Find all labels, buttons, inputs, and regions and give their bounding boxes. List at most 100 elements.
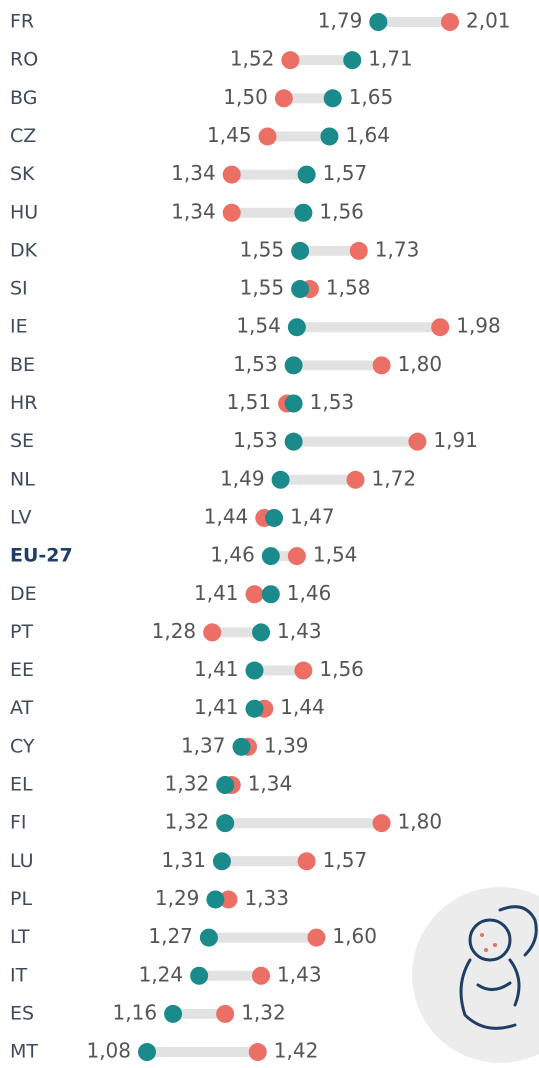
category-label: BG bbox=[10, 87, 37, 109]
dot bbox=[373, 814, 391, 832]
dot bbox=[246, 662, 264, 680]
value-label: 1,47 bbox=[290, 504, 335, 528]
dot bbox=[223, 204, 241, 222]
value-label: 1,53 bbox=[310, 390, 355, 414]
value-label: 1,53 bbox=[233, 352, 278, 376]
value-label: 1,37 bbox=[181, 733, 226, 757]
dot bbox=[320, 127, 338, 145]
dot bbox=[285, 356, 303, 374]
value-label: 1,32 bbox=[165, 772, 210, 796]
dot bbox=[232, 738, 250, 756]
dot bbox=[369, 13, 387, 31]
chart: FR1,792,01RO1,711,52BG1,651,50CZ1,641,45… bbox=[0, 0, 539, 1068]
dot bbox=[272, 471, 290, 489]
value-label: 1,29 bbox=[155, 886, 200, 910]
value-label: 1,32 bbox=[165, 810, 210, 834]
value-label: 1,34 bbox=[171, 199, 216, 223]
value-label: 1,08 bbox=[86, 1039, 131, 1063]
category-label: SK bbox=[10, 163, 35, 185]
dot bbox=[246, 585, 264, 603]
dot bbox=[431, 318, 449, 336]
value-label: 1,49 bbox=[220, 466, 265, 490]
category-label: EE bbox=[10, 659, 34, 681]
dot bbox=[408, 433, 426, 451]
dot bbox=[347, 471, 365, 489]
dot bbox=[223, 166, 241, 184]
value-label: 1,71 bbox=[368, 47, 413, 71]
dot bbox=[324, 89, 342, 107]
value-label: 1,34 bbox=[171, 161, 216, 185]
value-label: 1,46 bbox=[210, 543, 255, 567]
category-label: MT bbox=[10, 1041, 38, 1063]
dot bbox=[298, 166, 316, 184]
category-label: DK bbox=[10, 239, 38, 261]
value-label: 1,41 bbox=[194, 581, 239, 605]
category-label: PT bbox=[10, 621, 33, 643]
value-label: 1,55 bbox=[240, 276, 285, 300]
category-label: BE bbox=[10, 354, 35, 376]
category-label: RO bbox=[10, 49, 38, 71]
dot bbox=[206, 890, 224, 908]
value-label: 1,55 bbox=[240, 237, 285, 261]
value-label: 1,39 bbox=[264, 733, 309, 757]
dot bbox=[190, 967, 208, 985]
value-label: 1,73 bbox=[375, 237, 420, 261]
value-label: 1,32 bbox=[241, 1000, 286, 1024]
dot bbox=[246, 700, 264, 718]
value-label: 1,44 bbox=[280, 695, 325, 719]
value-label: 1,72 bbox=[372, 466, 417, 490]
value-label: 1,91 bbox=[433, 428, 478, 452]
value-label: 1,41 bbox=[194, 657, 239, 681]
value-label: 1,45 bbox=[207, 123, 252, 147]
value-label: 1,80 bbox=[398, 352, 443, 376]
value-label: 1,58 bbox=[326, 276, 371, 300]
category-label: PL bbox=[10, 888, 32, 910]
value-label: 1,28 bbox=[152, 619, 197, 643]
dot bbox=[285, 395, 303, 413]
category-label: HU bbox=[10, 201, 38, 223]
dot bbox=[213, 852, 231, 870]
dot bbox=[216, 776, 234, 794]
dot bbox=[350, 242, 368, 260]
dot bbox=[294, 662, 312, 680]
category-label: SI bbox=[10, 278, 28, 300]
value-label: 2,01 bbox=[466, 9, 511, 33]
dot bbox=[291, 280, 309, 298]
category-label: HR bbox=[10, 392, 38, 414]
value-label: 1,24 bbox=[139, 962, 184, 986]
dot bbox=[343, 51, 361, 69]
category-label: LU bbox=[10, 850, 34, 872]
dot bbox=[294, 204, 312, 222]
dot bbox=[262, 585, 280, 603]
category-label: LT bbox=[10, 926, 30, 948]
dot bbox=[262, 547, 280, 565]
value-label: 1,60 bbox=[332, 924, 377, 948]
dot bbox=[298, 852, 316, 870]
value-label: 1,56 bbox=[319, 199, 364, 223]
dot bbox=[203, 623, 221, 641]
category-label: SE bbox=[10, 430, 34, 452]
dot bbox=[441, 13, 459, 31]
category-label: LV bbox=[10, 506, 32, 528]
category-label: FI bbox=[10, 812, 27, 834]
category-label: FR bbox=[10, 11, 34, 33]
value-label: 1,64 bbox=[345, 123, 390, 147]
value-label: 1,56 bbox=[319, 657, 364, 681]
icon bbox=[412, 887, 539, 1063]
value-label: 1,43 bbox=[277, 619, 322, 643]
dot bbox=[252, 623, 270, 641]
dot bbox=[281, 51, 299, 69]
category-label: EU-27 bbox=[10, 545, 73, 567]
value-label: 1,27 bbox=[148, 924, 193, 948]
dot bbox=[216, 814, 234, 832]
category-label: CZ bbox=[10, 125, 36, 147]
value-label: 1,52 bbox=[230, 47, 275, 71]
value-label: 1,80 bbox=[398, 810, 443, 834]
value-label: 1,33 bbox=[244, 886, 289, 910]
value-label: 1,65 bbox=[349, 85, 394, 109]
value-label: 1,54 bbox=[236, 314, 281, 338]
value-label: 1,34 bbox=[248, 772, 293, 796]
category-label: NL bbox=[10, 468, 35, 490]
dot bbox=[373, 356, 391, 374]
value-label: 1,54 bbox=[313, 543, 358, 567]
